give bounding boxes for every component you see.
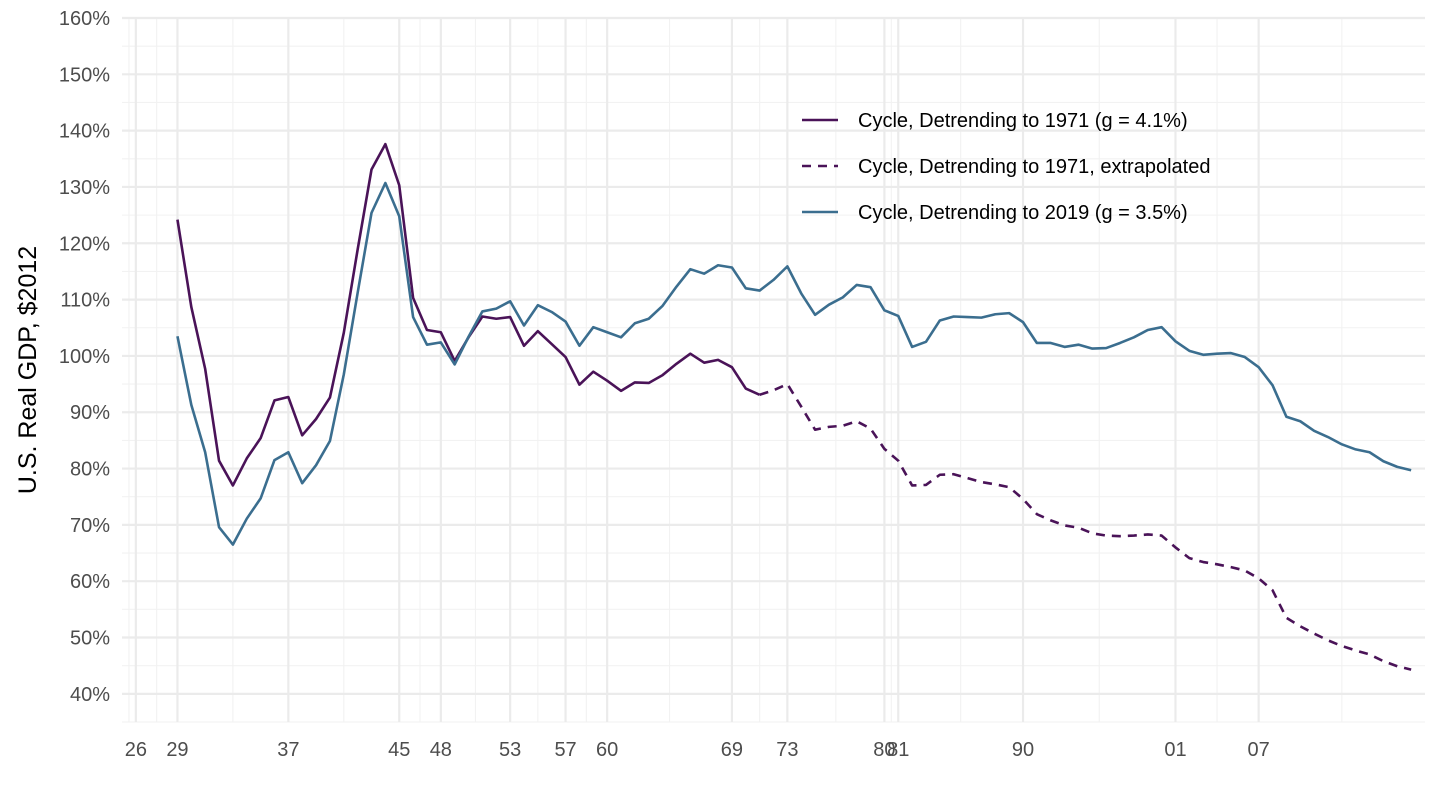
series-lines — [176, 142, 1412, 671]
y-tick-label: 80% — [70, 459, 110, 481]
y-tick-label: 160% — [59, 8, 110, 30]
y-axis-tick-labels: 40% 50% 60% 70% 80% 90% 100% 110% 120% 130% 140% 15… — [59, 8, 110, 706]
x-tick-label: 26 — [125, 739, 147, 761]
y-tick-label: 50% — [70, 628, 110, 650]
x-tick-label: 37 — [277, 739, 299, 761]
x-tick-label: 57 — [554, 739, 576, 761]
x-tick-label: 53 — [499, 739, 521, 761]
series-line-1 — [176, 142, 761, 487]
x-tick-label: 73 — [776, 739, 798, 761]
y-tick-label: 60% — [70, 571, 110, 593]
y-axis-title: U.S. Real GDP, $2012 — [14, 246, 42, 494]
x-tick-label: 48 — [430, 739, 452, 761]
y-tick-label: 120% — [59, 233, 110, 255]
y-tick-label: 140% — [59, 121, 110, 143]
x-tick-label: 29 — [166, 739, 188, 761]
y-tick-label: 100% — [59, 346, 110, 368]
legend-label-3: Cycle, Detrending to 2019 (g = 3.5%) — [858, 202, 1188, 224]
legend-label-1: Cycle, Detrending to 1971 (g = 4.1%) — [858, 110, 1188, 132]
legend: Cycle, Detrending to 1971 (g = 4.1%) Cycl… — [802, 110, 1210, 224]
y-tick-label: 130% — [59, 177, 110, 199]
y-tick-label: 90% — [70, 402, 110, 424]
y-tick-label: 70% — [70, 515, 110, 537]
major-gridlines — [122, 16, 1425, 722]
series-line-2 — [759, 382, 1412, 671]
x-tick-label: 69 — [721, 739, 743, 761]
x-tick-label: 80 — [873, 739, 895, 761]
x-tick-label: 01 — [1164, 739, 1186, 761]
y-tick-label: 150% — [59, 64, 110, 86]
x-tick-label: 60 — [596, 739, 618, 761]
x-tick-label: 07 — [1248, 739, 1270, 761]
x-tick-label: 90 — [1012, 739, 1034, 761]
minor-gridlines — [122, 18, 1425, 723]
y-tick-label: 110% — [60, 290, 110, 312]
series-line-3 — [176, 181, 1412, 546]
x-tick-label: 45 — [388, 739, 410, 761]
y-tick-label: 40% — [70, 684, 110, 706]
x-tick-label: 81 — [887, 739, 909, 761]
legend-label-2: Cycle, Detrending to 1971, extrapolated — [858, 156, 1210, 178]
